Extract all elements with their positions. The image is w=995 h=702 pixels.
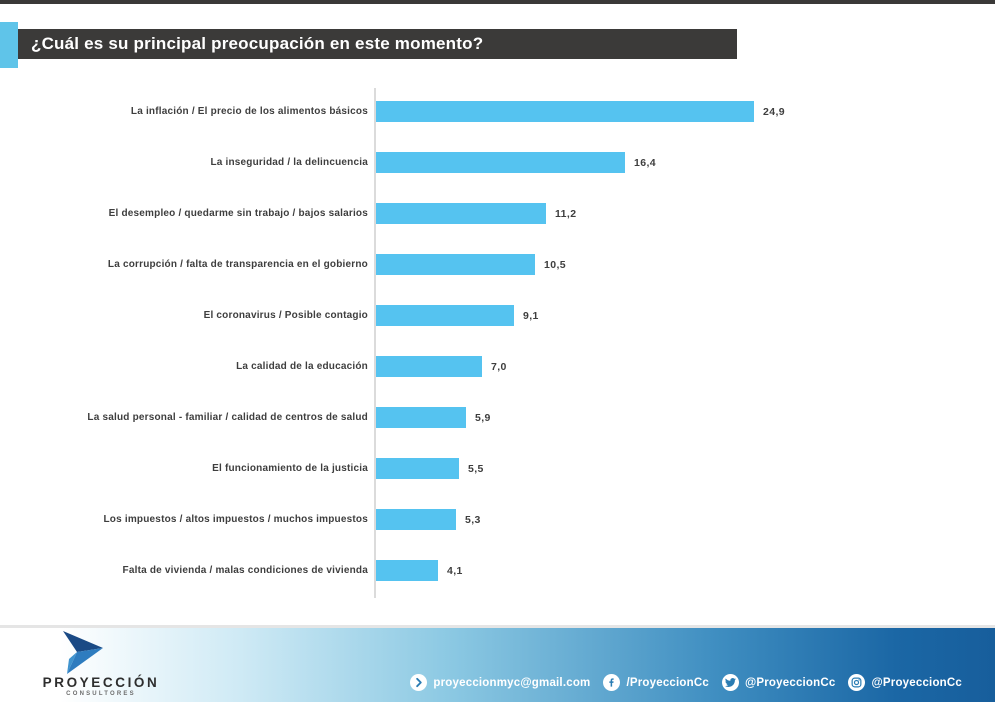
twitter-icon xyxy=(721,674,739,691)
title-bar: ¿Cuál es su principal preocupación en es… xyxy=(18,29,737,59)
bar xyxy=(376,356,482,377)
footer: PROYECCIÓN CONSULTORES proyeccionmyc@gma… xyxy=(0,625,995,702)
value-label: 9,1 xyxy=(523,309,539,322)
category-label: La inseguridad / la delincuencia xyxy=(210,156,368,168)
chart-row: La calidad de la educación 7,0 xyxy=(0,341,995,392)
value-label: 10,5 xyxy=(544,258,567,271)
value-label: 4,1 xyxy=(447,564,463,577)
bar-chart: La inflación / El precio de los alimento… xyxy=(0,86,995,601)
value-label: 11,2 xyxy=(555,207,577,220)
send-icon xyxy=(410,674,428,691)
social-handle: /ProyeccionCc xyxy=(626,676,709,689)
category-label: La salud personal - familiar / calidad d… xyxy=(87,411,368,423)
social-handle: @ProyeccionCc xyxy=(871,676,962,689)
title-accent-square xyxy=(0,22,18,68)
social-link[interactable]: /ProyeccionCc xyxy=(603,674,709,691)
social-link[interactable]: proyeccionmyc@gmail.com xyxy=(410,674,590,691)
value-label: 24,9 xyxy=(763,105,786,118)
brand-subtitle: CONSULTORES xyxy=(66,691,136,697)
category-label: El funcionamiento de la justicia xyxy=(212,462,368,474)
page-title: ¿Cuál es su principal preocupación en es… xyxy=(31,34,484,53)
chart-row: La salud personal - familiar / calidad d… xyxy=(0,392,995,443)
bar xyxy=(376,152,625,173)
category-label: La calidad de la educación xyxy=(236,360,368,372)
category-label: Falta de vivienda / malas condiciones de… xyxy=(122,564,368,576)
category-label: Los impuestos / altos impuestos / muchos… xyxy=(103,513,368,525)
category-label: El desempleo / quedarme sin trabajo / ba… xyxy=(108,207,368,219)
proyeccion-logo-icon xyxy=(63,631,103,674)
value-label: 5,5 xyxy=(468,462,484,475)
chart-row: La inflación / El precio de los alimento… xyxy=(0,86,995,137)
brand-name: PROYECCIÓN xyxy=(42,675,160,690)
chart-row: La corrupción / falta de transparencia e… xyxy=(0,239,995,290)
social-handle: proyeccionmyc@gmail.com xyxy=(433,676,591,689)
social-links-row: proyeccionmyc@gmail.com/ProyeccionCc @Pro… xyxy=(410,674,962,691)
chart-row: El desempleo / quedarme sin trabajo / ba… xyxy=(0,188,995,239)
category-label: La inflación / El precio de los alimento… xyxy=(130,105,368,117)
chart-row: El funcionamiento de la justicia 5,5 xyxy=(0,443,995,494)
bar xyxy=(376,458,459,479)
facebook-icon xyxy=(603,674,621,691)
category-label: El coronavirus / Posible contagio xyxy=(203,309,368,321)
chart-row: El coronavirus / Posible contagio 9,1 xyxy=(0,290,995,341)
top-border xyxy=(0,0,995,4)
y-axis-line xyxy=(374,88,376,598)
bar xyxy=(376,203,546,224)
bar xyxy=(376,509,456,530)
social-link[interactable]: @ProyeccionCc xyxy=(721,674,836,691)
bar xyxy=(376,254,535,275)
category-label: La corrupción / falta de transparencia e… xyxy=(107,258,368,270)
social-handle: @ProyeccionCc xyxy=(744,676,836,689)
value-label: 7,0 xyxy=(491,360,507,373)
bar xyxy=(376,101,754,122)
social-link[interactable]: @ProyeccionCc xyxy=(848,674,962,691)
chart-row: La inseguridad / la delincuencia 16,4 xyxy=(0,137,995,188)
value-label: 5,9 xyxy=(475,411,491,424)
chart-row: Falta de vivienda / malas condiciones de… xyxy=(0,545,995,596)
chart-row: Los impuestos / altos impuestos / muchos… xyxy=(0,494,995,545)
chart-rows: La inflación / El precio de los alimento… xyxy=(0,86,995,596)
value-label: 5,3 xyxy=(465,513,481,526)
instagram-icon xyxy=(848,674,866,691)
bar xyxy=(376,560,438,581)
value-label: 16,4 xyxy=(634,156,657,169)
bar xyxy=(376,305,514,326)
bar xyxy=(376,407,466,428)
